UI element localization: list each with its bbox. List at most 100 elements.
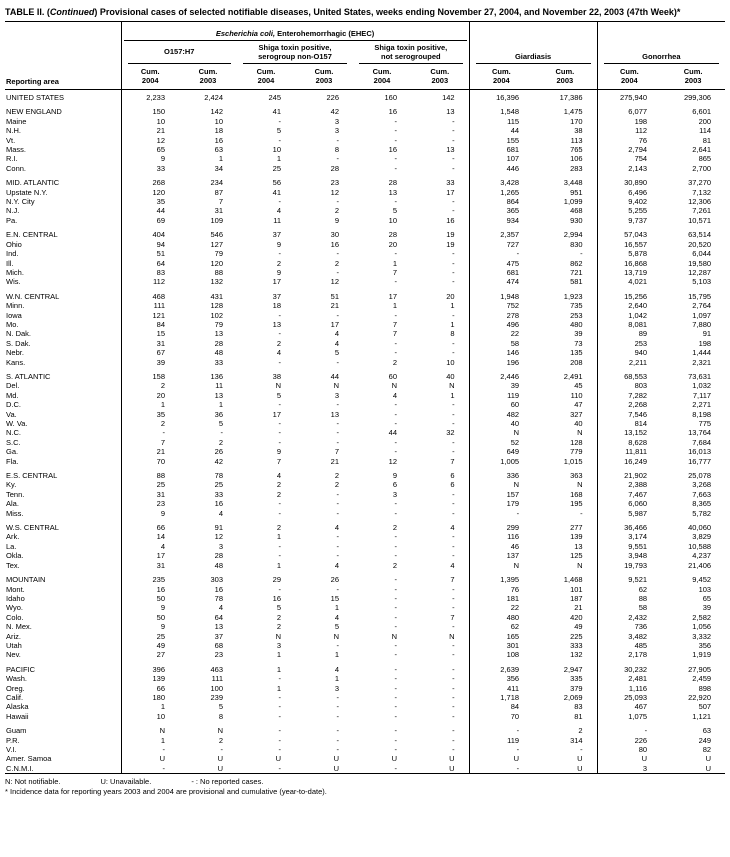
value-cell: 12	[214, 532, 223, 542]
value-cell: -	[278, 310, 282, 320]
value-cell: 10,571	[688, 215, 712, 225]
value-cell: 5	[392, 206, 397, 216]
table-row: Wash. 139 111 - 1 - - 356 335 2,481 2,459	[5, 674, 725, 684]
value-cell: 12	[330, 277, 339, 287]
table-row: N.J. 44 31 4 2 5 - 365 468 5,255 7,261	[5, 206, 725, 216]
table-row: Ill. 64 120 2 2 1 - 475 862 16,868 19,580	[5, 258, 725, 268]
value-cell: 1,075	[596, 711, 662, 722]
value-cell: 125	[570, 551, 583, 561]
reporting-area-cell: Ariz.	[6, 631, 21, 641]
value-cell: 5	[334, 348, 339, 358]
value-cell: 160	[384, 93, 397, 102]
value-cell: 196	[468, 357, 534, 367]
spacer-row	[5, 102, 725, 108]
table-row: Wis. 112 132 17 12 - - 474 581 4,021 5,103	[5, 277, 725, 287]
value-cell: -	[336, 745, 340, 754]
value-cell: 16,777	[688, 456, 712, 466]
value-cell: 51	[120, 249, 179, 259]
value-cell: 66	[120, 523, 179, 533]
value-cell: 19	[446, 230, 455, 240]
value-cell: 31	[120, 489, 179, 500]
table-row: PACIFIC 396 463 1 4 - - 2,639 2,947 30,232 27,905	[5, 664, 725, 675]
value-cell: 66	[120, 683, 179, 693]
value-cell: 468	[570, 206, 583, 216]
value-cell: 158	[120, 371, 179, 382]
reporting-area-cell: Md.	[6, 390, 19, 400]
value-cell: 87	[214, 187, 223, 197]
value-cell: 78	[214, 471, 223, 481]
value-cell: 9,737	[596, 215, 662, 226]
value-cell: 225	[570, 631, 583, 641]
value-cell: 120	[210, 258, 223, 268]
table-row: MID. ATLANTIC 268 234 56 23 28 33 3,428 3,448 30,…	[5, 178, 725, 188]
table-row: Ohio 94 127 9 16 20 19 727 830 16,557 20,520	[5, 239, 725, 250]
value-cell: 114	[699, 126, 712, 136]
table-row: Mo. 84 79 13 17 7 1 496 480 8,081 7,880	[5, 319, 725, 330]
value-cell: 268	[120, 178, 179, 188]
value-cell: -	[452, 163, 455, 173]
value-cell: 1	[450, 301, 455, 311]
value-cell: 864	[468, 197, 534, 207]
value-cell: 727	[468, 239, 534, 250]
reporting-area-cell: Amer. Samoa	[6, 754, 52, 764]
value-cell: 25	[272, 163, 281, 173]
value-cell: N	[468, 480, 534, 490]
value-cell	[468, 570, 534, 576]
value-cell: -	[452, 541, 455, 551]
value-cell: 150	[120, 107, 179, 117]
reporting-area-cell: S.C.	[6, 437, 21, 447]
value-cell: 1	[120, 702, 179, 712]
value-cell: 9	[276, 447, 281, 457]
value-cell: 179	[468, 499, 534, 509]
legend-n: N: Not notifiable.	[5, 777, 61, 787]
reporting-area-cell: D.C.	[6, 400, 21, 410]
value-cell: 2,481	[596, 674, 662, 684]
value-cell	[120, 173, 179, 179]
value-cell: -	[596, 726, 662, 736]
value-cell: 2	[276, 523, 281, 533]
value-cell: U	[217, 763, 223, 773]
spacer-row	[5, 225, 725, 231]
value-cell: 28	[388, 230, 397, 240]
value-cell: 5	[276, 603, 281, 613]
value-cell: 187	[570, 593, 583, 603]
value-cell: 6,060	[596, 499, 662, 509]
value-cell: -	[452, 249, 455, 259]
value-cell: 7	[218, 197, 223, 207]
value-cell: 7,663	[692, 489, 712, 499]
value-cell: 4	[334, 664, 339, 674]
value-cell: -	[336, 735, 340, 745]
value-cell: 862	[570, 258, 583, 268]
value-cell	[596, 721, 662, 727]
value-cell: 13	[214, 390, 223, 400]
value-cell: 79	[214, 319, 223, 329]
value-cell: 33	[214, 357, 223, 367]
value-cell: 2,143	[596, 163, 662, 174]
value-cell: -	[452, 674, 455, 684]
value-cell: 420	[570, 612, 583, 622]
value-cell: N	[449, 381, 455, 391]
table-row: Hawaii 10 8 - - - - 70 81 1,075 1,121	[5, 711, 725, 722]
value-cell: 4	[120, 541, 179, 552]
value-cell: 13,764	[688, 428, 712, 438]
reporting-area-cell: Wis.	[6, 277, 21, 287]
table-row: V.I. - - - - - - - - 80 82	[5, 745, 725, 755]
value-cell: 4,237	[692, 551, 712, 561]
table-row: Maine 10 10 - 3 - - 115 170 198 200	[5, 116, 725, 127]
value-cell: 60	[468, 400, 534, 410]
table-row: Ala. 23 16 - - - - 179 195 6,060 8,365	[5, 499, 725, 509]
value-cell: 283	[570, 163, 583, 173]
value-cell: 13	[272, 319, 281, 329]
table-row: P.R. 1 2 - - - - 119 314 226 249	[5, 735, 725, 745]
value-cell: 1	[120, 400, 179, 410]
value-cell: -	[452, 447, 455, 457]
value-cell: -	[452, 640, 455, 650]
value-cell: 9	[276, 267, 281, 277]
value-cell: U	[577, 754, 583, 764]
value-cell: 13	[214, 329, 223, 339]
value-cell: 44	[330, 371, 339, 381]
value-cell: 467	[596, 702, 662, 712]
value-cell: -	[394, 735, 398, 745]
value-cell: 6	[450, 480, 455, 490]
value-cell	[468, 286, 534, 292]
